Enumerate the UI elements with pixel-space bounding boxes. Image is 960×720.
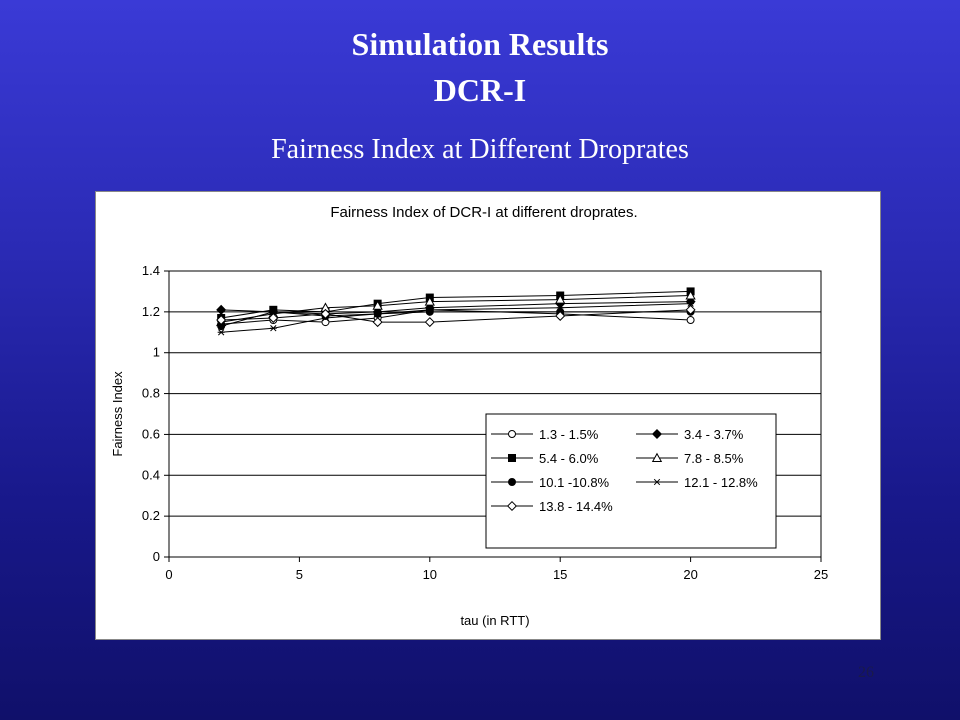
data-point <box>372 300 383 310</box>
slide-title: Simulation Results <box>351 26 609 62</box>
data-point <box>556 304 564 311</box>
y-tick-label: 0.2 <box>142 508 160 523</box>
legend-box <box>485 413 777 549</box>
chart-title: Fairness Index of DCR-I at different dro… <box>330 204 637 221</box>
legend-item: 3.4 - 3.7% <box>636 427 744 442</box>
data-point <box>424 296 435 306</box>
x-tick-label: 5 <box>296 567 303 582</box>
legend-item: 7.8 - 8.5% <box>636 451 744 466</box>
data-point <box>687 300 695 307</box>
legend-item: 1.3 - 1.5% <box>491 427 599 442</box>
legend-label: 5.4 - 6.0% <box>539 451 599 466</box>
slide-title-sub: DCR-I <box>433 72 527 108</box>
legend-label: 1.3 - 1.5% <box>539 427 599 442</box>
page-number: 26 <box>858 664 874 681</box>
x-tick-label: 0 <box>165 567 172 582</box>
data-point <box>685 290 696 300</box>
data-point <box>555 310 566 321</box>
y-tick-label: 1.4 <box>142 263 160 278</box>
y-tick-label: 0 <box>153 549 160 564</box>
chart-svg: Fairness Index of DCR-I at different dro… <box>110 204 828 628</box>
data-point <box>651 452 663 462</box>
legend-label: 3.4 - 3.7% <box>684 427 744 442</box>
data-point <box>424 317 435 328</box>
legend-item: 5.4 - 6.0% <box>491 451 599 466</box>
x-tick-label: 10 <box>423 567 437 582</box>
chart-container: Fairness Index of DCR-I at different dro… <box>95 191 881 640</box>
data-point <box>686 316 695 325</box>
legend-item: 13.8 - 14.4% <box>491 499 613 514</box>
data-point <box>320 308 331 319</box>
x-axis-label: tau (in RTT) <box>460 613 529 628</box>
data-point <box>508 454 516 462</box>
x-axis-ticks: 0 5 10 15 20 25 <box>165 557 828 582</box>
y-axis-ticks: 0 0.2 0.4 0.6 0.8 1 1.2 1.4 <box>142 263 169 564</box>
y-tick-label: 1.2 <box>142 304 160 319</box>
data-point <box>508 430 516 438</box>
series-layer <box>216 287 696 336</box>
data-point <box>653 478 661 486</box>
legend-item: 12.1 - 12.8% <box>636 475 758 490</box>
data-point <box>555 294 566 304</box>
legend-label: 13.8 - 14.4% <box>539 499 613 514</box>
y-tick-label: 0.4 <box>142 467 160 482</box>
x-tick-label: 20 <box>683 567 697 582</box>
legend-label: 7.8 - 8.5% <box>684 451 744 466</box>
slide-subtitle: Fairness Index at Different Droprates <box>271 134 689 165</box>
y-axis-label: Fairness Index <box>110 371 125 457</box>
data-point <box>506 500 518 512</box>
data-point <box>651 428 663 440</box>
data-point <box>374 310 382 318</box>
data-point <box>268 312 279 323</box>
data-point <box>372 317 383 328</box>
legend-label: 12.1 - 12.8% <box>684 475 758 490</box>
data-point <box>508 478 516 486</box>
legend-item: 10.1 -10.8% <box>491 475 610 490</box>
y-tick-label: 1 <box>153 345 160 360</box>
y-tick-label: 0.8 <box>142 386 160 401</box>
legend-label: 10.1 -10.8% <box>539 475 610 490</box>
data-point <box>217 329 225 336</box>
data-point <box>269 325 277 332</box>
y-tick-label: 0.6 <box>142 426 160 441</box>
data-point <box>216 315 227 326</box>
x-tick-label: 15 <box>553 567 567 582</box>
x-tick-label: 25 <box>814 567 828 582</box>
data-point <box>685 304 696 315</box>
legend: 1.3 - 1.5% 3.4 - 3.7% 5.4 - 6.0% 7.8 - 8.5%… <box>485 413 777 549</box>
data-point <box>426 306 434 313</box>
series <box>216 304 696 328</box>
